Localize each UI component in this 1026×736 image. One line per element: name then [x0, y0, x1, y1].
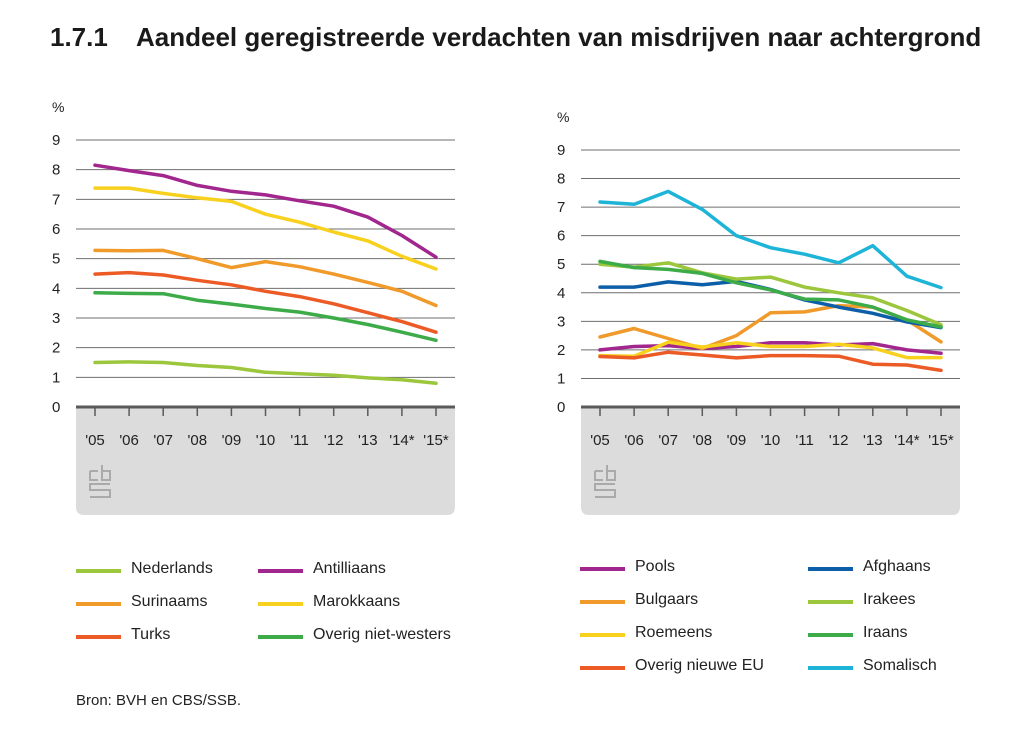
chart-left: 0 1 2 3 4 5 6 7 8 9% '05 '06 '07 '08 '09 '10 '11 '12 '13 '1… [52, 99, 455, 515]
y-tick-label: 0 [557, 399, 565, 416]
y-tick-label: 6 [52, 221, 60, 238]
legend-label: Overig niet-westers [313, 626, 451, 643]
x-tick-label: '13 [863, 432, 883, 449]
x-tick-label: '11 [290, 432, 308, 449]
source-note: Bron: BVH en CBS/SSB. [76, 692, 242, 709]
x-tick-label: '08 [188, 432, 208, 449]
y-axis-label: % [557, 109, 569, 125]
x-tick-label: '12 [829, 432, 849, 449]
legend-label: Marokkaans [313, 593, 401, 610]
y-tick-label: 0 [52, 399, 60, 416]
legend-swatch [580, 567, 625, 571]
y-tick-label: 3 [557, 313, 565, 330]
legend-swatch [808, 567, 853, 571]
y-tick-label: 4 [52, 280, 60, 297]
legend-swatch [580, 600, 625, 604]
x-tick-label: '08 [693, 432, 713, 449]
figure-title-text: Aandeel geregistreerde verdachten van mi… [136, 22, 982, 52]
legend-label: Iraans [863, 624, 908, 641]
y-tick-label: 9 [52, 132, 60, 149]
legend-swatch [580, 666, 625, 670]
cbs-logo-s [89, 483, 111, 498]
cbs-logo-b [101, 465, 111, 481]
legend-label: Surinaams [131, 593, 208, 610]
series-line-nederlands [93, 360, 438, 386]
y-tick-label: 5 [52, 251, 60, 268]
x-axis-band [76, 407, 455, 515]
legend-label: Somalisch [863, 657, 937, 674]
legend-swatch [258, 569, 303, 573]
x-tick-label: '05 [590, 432, 610, 449]
x-tick-label: '07 [153, 432, 173, 449]
legend-swatch [580, 633, 625, 637]
x-tick-label: '15* [423, 432, 449, 449]
series-line-turks [93, 270, 438, 334]
cbs-logo-b [606, 465, 616, 481]
series-line-antilliaans [93, 163, 438, 259]
series-line-overig-nieuwe-eu [598, 350, 943, 373]
x-tick-label: '14* [894, 432, 920, 449]
cbs-logo-s [594, 483, 616, 498]
legend-label: Antilliaans [313, 560, 386, 577]
legend-swatch [808, 633, 853, 637]
cbs-logo-c [594, 470, 603, 481]
x-tick-label: '06 [624, 432, 644, 449]
y-axis-label: % [52, 99, 64, 115]
x-tick-label: '11 [795, 432, 813, 449]
legend-label: Roemeens [635, 624, 713, 641]
x-tick-label: '14* [389, 432, 415, 449]
y-tick-label: 8 [52, 162, 60, 179]
y-tick-label: 1 [557, 370, 565, 387]
x-tick-label: '06 [119, 432, 139, 449]
legend-label: Afghaans [863, 558, 931, 575]
x-tick-label: '05 [85, 432, 105, 449]
x-tick-label: '12 [324, 432, 344, 449]
y-tick-label: 6 [557, 228, 565, 245]
cbs-logo-icon [594, 465, 616, 498]
series-line-overig-niet-westers [93, 291, 438, 343]
legend-swatch [808, 666, 853, 670]
y-tick-label: 2 [52, 340, 60, 357]
series-line-marokkaans [93, 186, 438, 271]
y-tick-label: 5 [557, 256, 565, 273]
series-line-irakees [598, 261, 943, 327]
x-tick-label: '09 [727, 432, 747, 449]
y-tick-label: 3 [52, 310, 60, 327]
chart-right: 0 1 2 3 4 5 6 7 8 9% '05 '06 '07 '08 '09 '10 '11 '12 '13 '1… [557, 109, 960, 515]
x-tick-label: '09 [222, 432, 242, 449]
y-tick-label: 7 [557, 199, 565, 216]
legend-swatch [258, 635, 303, 639]
x-tick-label: '07 [658, 432, 678, 449]
x-tick-label: '13 [358, 432, 378, 449]
x-tick-label: '10 [256, 432, 276, 449]
series-line-roemeens [598, 340, 943, 360]
y-tick-label: 4 [557, 285, 565, 302]
legend-label: Pools [635, 558, 676, 575]
cbs-logo-icon [89, 465, 111, 498]
legend-swatch [76, 602, 121, 606]
cbs-logo-c [89, 470, 98, 481]
legend-swatch [808, 600, 853, 604]
x-axis-band [581, 407, 960, 515]
x-tick-label: '10 [761, 432, 781, 449]
legend-label: Overig nieuwe EU [635, 657, 764, 674]
figure-number: 1.7.1 [50, 22, 108, 52]
legend-label: Turks [131, 626, 171, 643]
y-tick-label: 1 [52, 369, 60, 386]
series-line-iraans [598, 259, 943, 329]
y-tick-label: 9 [557, 142, 565, 159]
legend-label: Nederlands [131, 560, 213, 577]
series-line-surinaams [93, 248, 438, 308]
y-tick-label: 8 [557, 171, 565, 188]
legend-swatch [76, 635, 121, 639]
x-tick-label: '15* [928, 432, 954, 449]
figure-title: 1.7.1 Aandeel geregistreerde verdachten v… [50, 22, 981, 53]
y-tick-label: 2 [557, 342, 565, 359]
legend-label: Irakees [863, 591, 916, 608]
legend-label: Bulgaars [635, 591, 699, 608]
series-line-somalisch [598, 189, 943, 290]
legend-swatch [258, 602, 303, 606]
y-tick-label: 7 [52, 191, 60, 208]
legend-swatch [76, 569, 121, 573]
